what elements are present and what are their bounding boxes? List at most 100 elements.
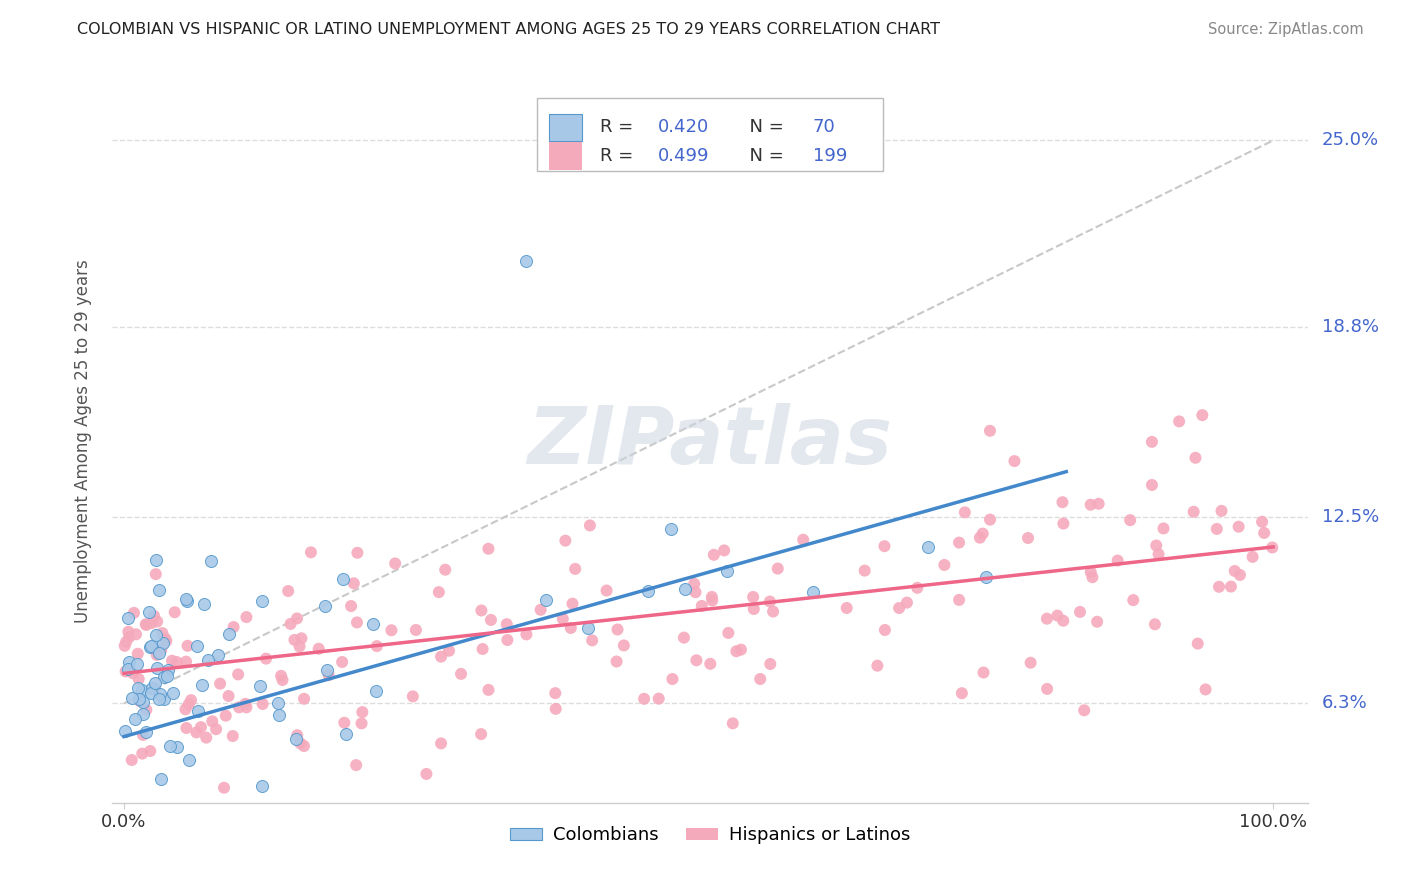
Point [1122, 593, 1144, 607]
Point [218, 689, 240, 703]
Point [561, 597, 583, 611]
Point [135, 618, 157, 632]
Text: 70: 70 [813, 119, 835, 136]
Point [222, 729, 245, 743]
Point [176, 594, 198, 608]
Point [308, 641, 330, 656]
Text: 12.5%: 12.5% [1322, 508, 1379, 525]
Point [139, 686, 162, 700]
Point [366, 639, 388, 653]
Point [702, 593, 724, 607]
Point [1119, 513, 1142, 527]
Point [235, 700, 257, 714]
Point [1140, 478, 1163, 492]
Point [122, 606, 145, 620]
Point [118, 630, 141, 644]
Point [159, 739, 181, 754]
Text: 18.8%: 18.8% [1322, 318, 1379, 336]
Point [187, 704, 209, 718]
Point [725, 644, 748, 658]
Point [699, 657, 721, 671]
Point [127, 657, 149, 672]
Point [1261, 541, 1284, 555]
Point [979, 513, 1001, 527]
Point [515, 253, 537, 268]
Point [721, 716, 744, 731]
Point [205, 722, 228, 736]
Point [835, 601, 858, 615]
Point [1087, 497, 1109, 511]
Point [148, 646, 170, 660]
Point [1073, 703, 1095, 717]
Point [344, 758, 367, 772]
Point [477, 541, 499, 556]
Point [235, 610, 257, 624]
Point [1208, 580, 1230, 594]
Point [595, 583, 617, 598]
Point [117, 655, 139, 669]
Point [148, 583, 170, 598]
Point [1080, 498, 1102, 512]
Point [150, 643, 173, 657]
Point [250, 779, 273, 793]
Point [135, 617, 157, 632]
Point [759, 657, 782, 671]
Point [685, 653, 707, 667]
Text: 6.3%: 6.3% [1322, 695, 1368, 713]
Point [1107, 553, 1129, 567]
Point [228, 700, 250, 714]
Point [180, 693, 202, 707]
Point [121, 690, 143, 705]
Point [332, 572, 354, 586]
Point [200, 553, 222, 567]
Point [581, 633, 603, 648]
Point [330, 655, 353, 669]
Point [166, 740, 188, 755]
Point [405, 623, 427, 637]
Point [127, 681, 149, 695]
Point [157, 663, 180, 677]
Point [267, 708, 290, 723]
Point [252, 697, 274, 711]
Point [1187, 637, 1209, 651]
Point [148, 691, 170, 706]
Point [145, 628, 167, 642]
Point [495, 617, 517, 632]
Point [1046, 608, 1069, 623]
Point [195, 731, 218, 745]
Point [155, 634, 177, 648]
Point [235, 697, 257, 711]
Point [717, 626, 740, 640]
Point [143, 681, 166, 696]
Point [1052, 516, 1074, 531]
Point [969, 531, 991, 545]
Point [803, 585, 825, 599]
Point [285, 728, 308, 742]
Point [129, 694, 152, 708]
Text: 25.0%: 25.0% [1322, 131, 1379, 150]
Point [613, 639, 636, 653]
Point [1191, 408, 1213, 422]
Point [402, 690, 425, 704]
Point [1229, 568, 1251, 582]
Point [1069, 605, 1091, 619]
Point [606, 655, 628, 669]
Point [132, 728, 155, 742]
Point [1227, 519, 1250, 533]
Point [285, 732, 308, 747]
Point [212, 780, 235, 795]
Point [866, 658, 889, 673]
Point [143, 609, 166, 624]
Point [121, 666, 143, 681]
Point [450, 666, 472, 681]
Point [163, 605, 186, 619]
Point [759, 594, 782, 608]
Point [380, 624, 402, 638]
Point [950, 686, 973, 700]
Point [115, 635, 138, 649]
Point [471, 642, 494, 657]
Point [1184, 450, 1206, 465]
Point [364, 684, 387, 698]
Point [174, 702, 197, 716]
Point [1036, 681, 1059, 696]
